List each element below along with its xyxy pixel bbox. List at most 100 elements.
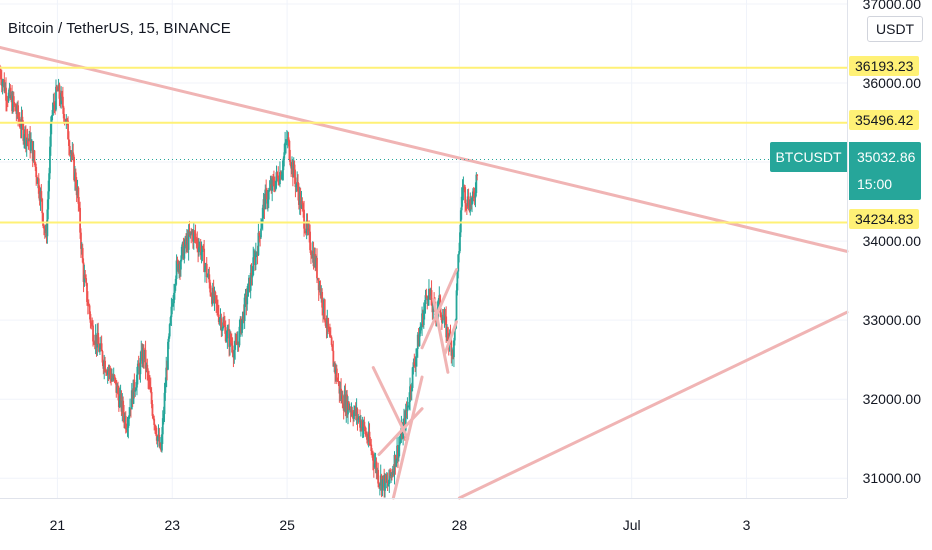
candle-body (437, 299, 440, 310)
candle-body (369, 442, 372, 445)
candle-body (260, 228, 262, 238)
candle-body (225, 338, 228, 342)
candle-body (100, 343, 103, 352)
currency-unit-button[interactable]: USDT (867, 16, 924, 42)
chart-grid (0, 0, 847, 498)
candle-body (172, 303, 175, 305)
candle-body (198, 247, 200, 252)
candle-body (223, 322, 225, 326)
candle-body (146, 364, 149, 372)
candle-body (327, 318, 330, 329)
candle-body (165, 367, 168, 388)
candle-body (241, 319, 243, 333)
candle-body (260, 221, 263, 229)
candle-body (295, 184, 298, 187)
candle-body (122, 400, 125, 414)
candle-body (419, 329, 422, 334)
candle-body (459, 232, 461, 252)
candle-body (67, 120, 69, 140)
candle-body (148, 380, 150, 382)
candle-body (51, 109, 54, 116)
candle-body (418, 333, 421, 347)
candle-body (72, 152, 75, 157)
candle-body (35, 167, 38, 178)
candle-body (109, 368, 112, 375)
candle-body (453, 340, 455, 358)
candle-body (203, 248, 206, 273)
candle-body (5, 87, 7, 101)
candle-body (277, 175, 280, 183)
candle-body (81, 247, 84, 263)
candle-body (124, 416, 127, 430)
candle-body (179, 259, 182, 270)
candle-body (84, 274, 87, 279)
candle-body (474, 192, 477, 198)
candle-body (427, 299, 429, 301)
candle-body (340, 388, 342, 400)
candle-body (445, 316, 448, 338)
candle-body (34, 162, 37, 168)
candle-body (329, 336, 332, 338)
candle-body (459, 210, 462, 233)
x-tick-label: 28 (452, 517, 468, 533)
candle-body (41, 198, 44, 214)
candle-body (331, 344, 334, 351)
candle-body (467, 196, 470, 208)
trendline (377, 407, 424, 457)
candle-body (323, 299, 326, 321)
candle-body (364, 427, 367, 435)
candle-body (169, 317, 172, 325)
candle-body (308, 228, 311, 232)
candle-body (216, 303, 218, 306)
candle-body (12, 96, 15, 104)
candle-body (229, 333, 232, 344)
candle-body (384, 475, 387, 482)
candle-body (49, 146, 51, 174)
candle-body (381, 479, 384, 491)
candle-body (395, 459, 398, 467)
y-tick-label: 34000.00 (863, 233, 922, 249)
candle-body (126, 427, 129, 431)
candle-body (3, 79, 6, 92)
candle-body (440, 312, 442, 318)
candle-body (222, 322, 224, 329)
price-axis: 31000.0032000.0033000.0034000.0035000.00… (847, 0, 922, 498)
candle-body (254, 252, 257, 265)
candle-body (224, 327, 227, 342)
candle-body (230, 343, 233, 346)
candle-body (114, 378, 117, 381)
bar-countdown: 15:00 (857, 176, 893, 192)
candle-body (288, 140, 291, 160)
candle-body (413, 362, 416, 365)
last-price-value: 35032.86 (857, 149, 916, 165)
candle-body (264, 189, 267, 210)
trendline (432, 298, 450, 374)
candle-body (389, 469, 392, 476)
candle-body (215, 295, 218, 304)
candle-body (472, 191, 475, 198)
candle-body (132, 379, 135, 404)
candle-body (373, 463, 376, 468)
level-tag-35496: 35496.42 (849, 110, 920, 130)
trendline (457, 310, 849, 500)
candle-body (173, 292, 175, 304)
candle-body (287, 137, 290, 141)
y-tick-label: 36000.00 (863, 75, 922, 91)
candle-body (268, 188, 271, 191)
candle-body (430, 290, 433, 306)
chart-title: Bitcoin / TetherUS, 15, BINANCE (8, 20, 231, 37)
candle-body (209, 282, 212, 293)
candle-body (68, 139, 70, 146)
candle-body (304, 232, 307, 234)
level-tag-36193: 36193.23 (849, 56, 920, 76)
candle-body (397, 445, 400, 458)
candle-body (387, 483, 390, 487)
candle-body (351, 410, 354, 416)
candle-body (238, 326, 241, 346)
candle-body (461, 189, 464, 197)
candle-body (425, 295, 428, 297)
candle-body (233, 349, 236, 358)
candle-body (62, 107, 65, 119)
candle-body (30, 141, 32, 151)
